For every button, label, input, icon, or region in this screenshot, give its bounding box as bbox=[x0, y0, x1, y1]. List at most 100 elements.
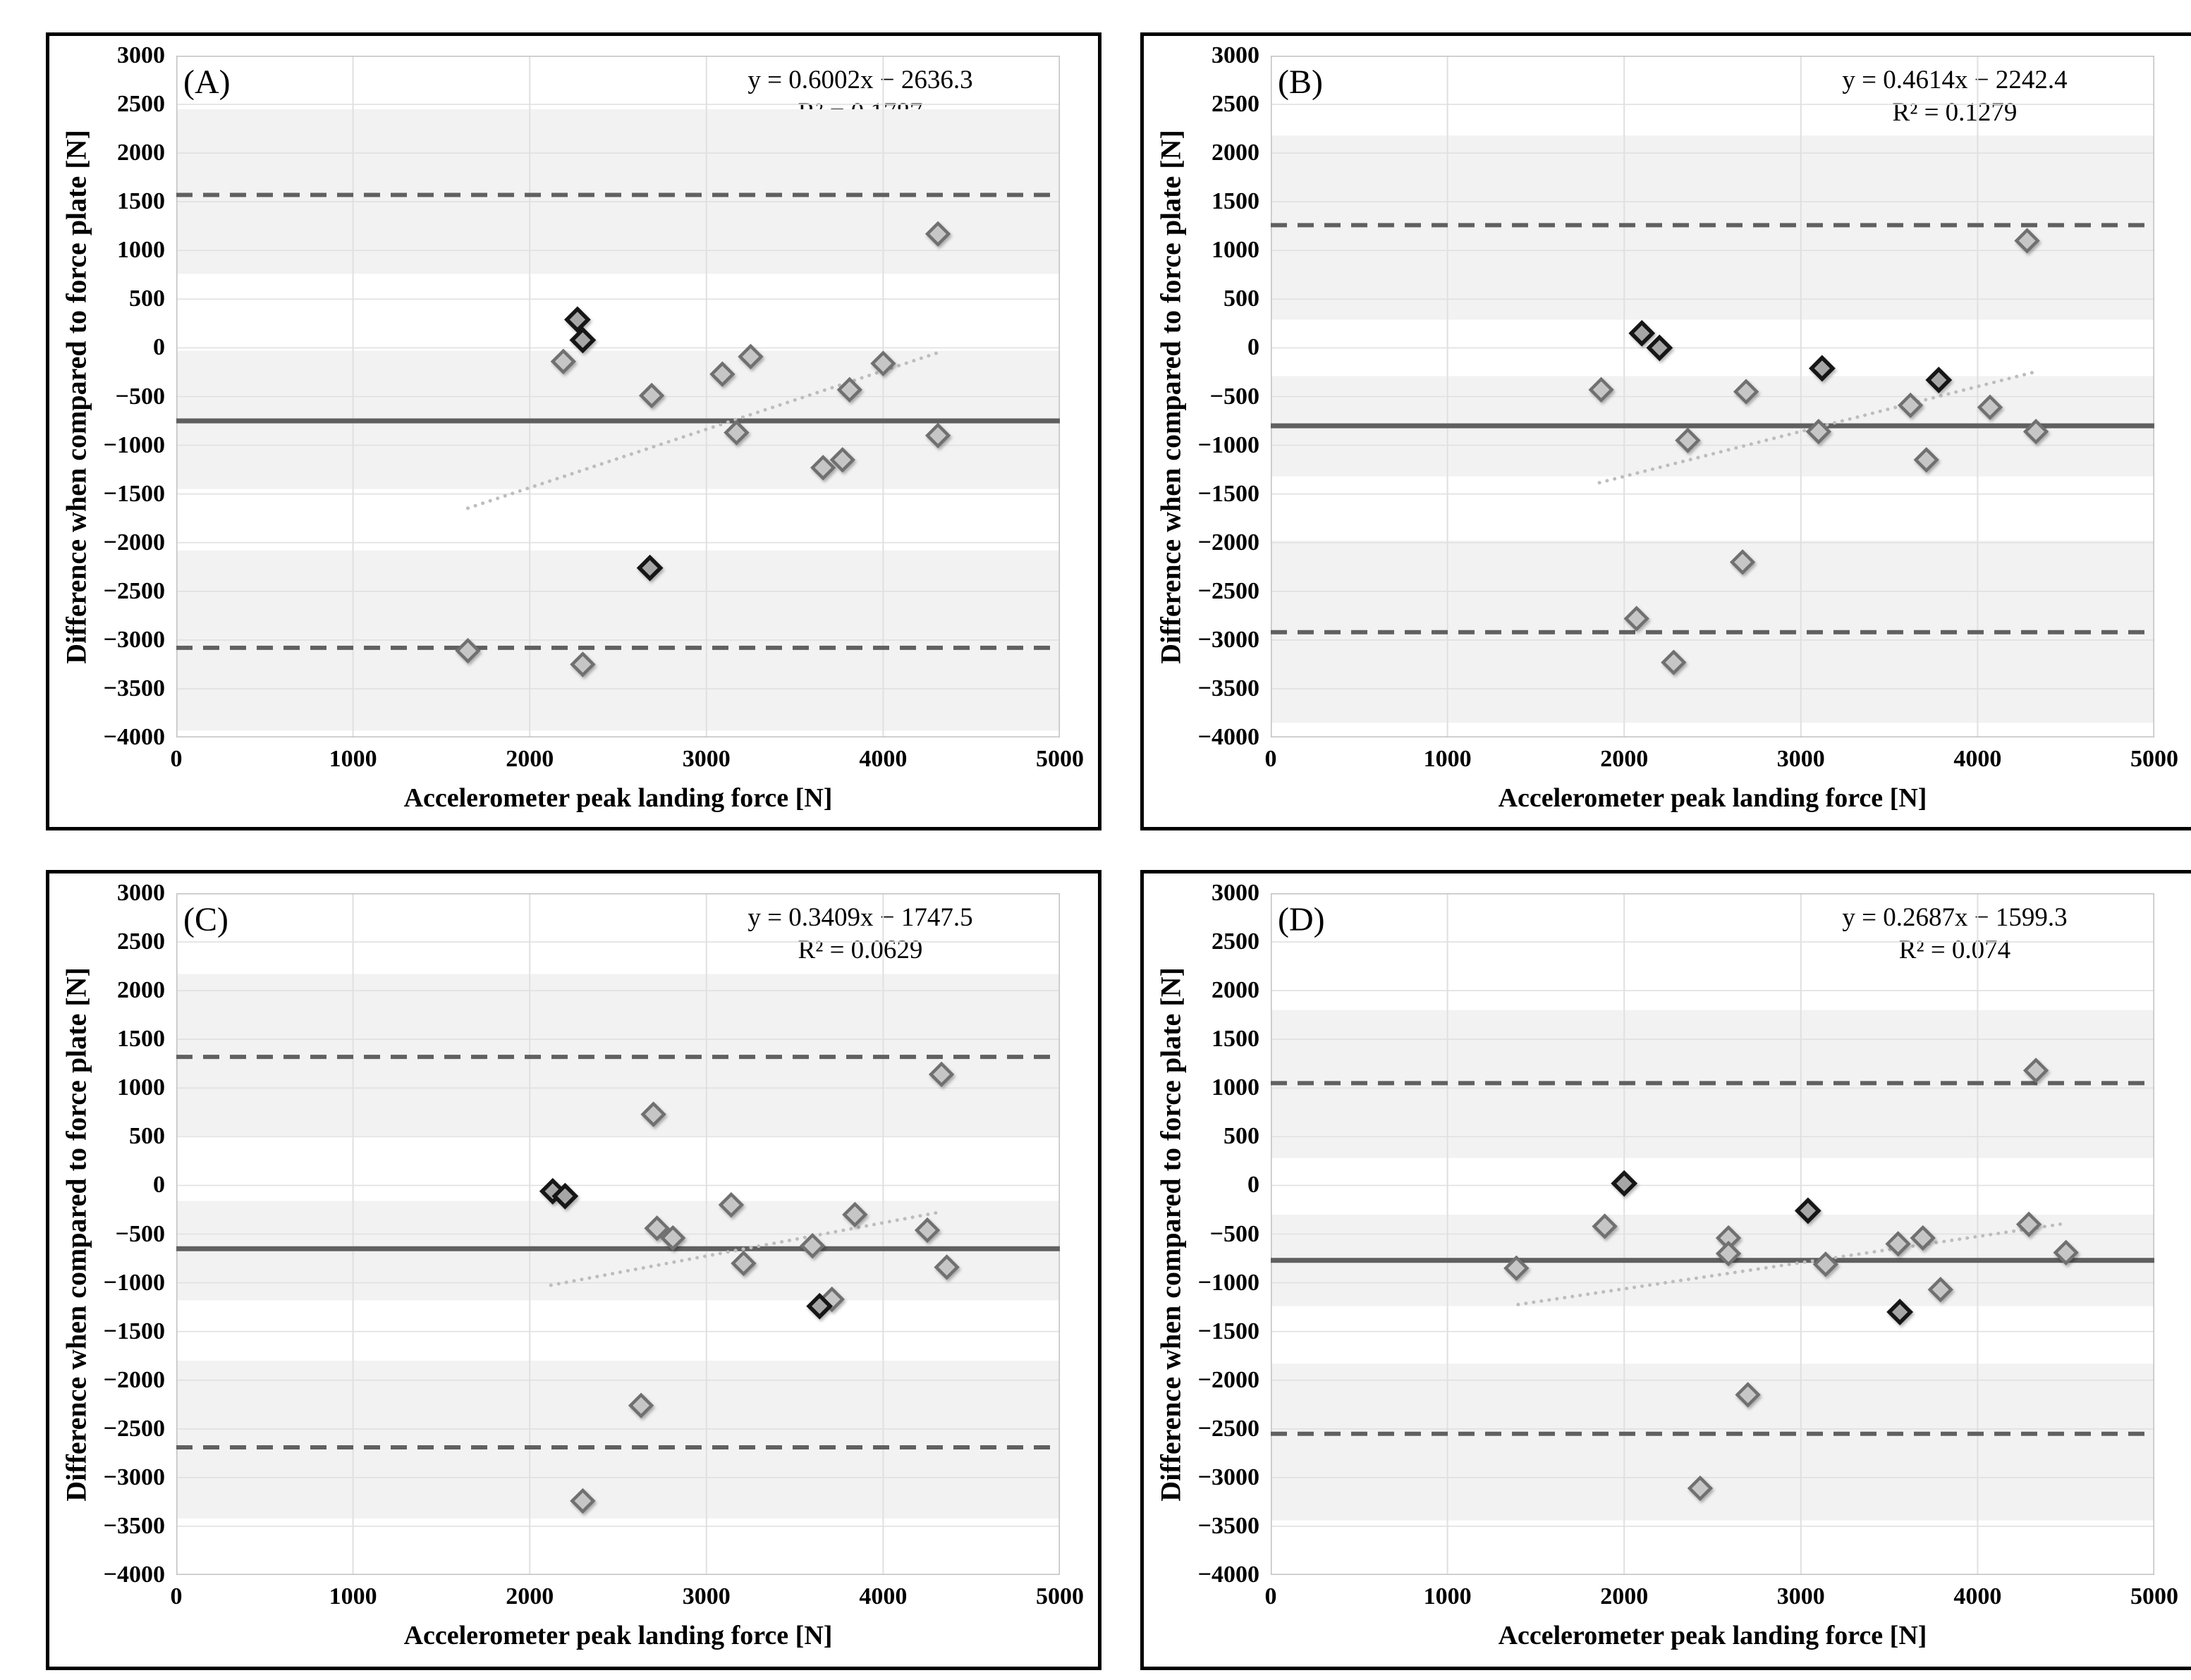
x-tick-label: 1000 bbox=[1423, 746, 1472, 772]
x-tick-label: 5000 bbox=[1036, 746, 1084, 772]
y-tick-label: 2500 bbox=[117, 91, 165, 118]
confidence-band bbox=[1271, 135, 2154, 320]
scatter-plot bbox=[1271, 56, 2154, 737]
y-tick-label: 500 bbox=[1223, 1123, 1259, 1150]
data-point-light bbox=[2022, 419, 2049, 445]
confidence-band bbox=[176, 109, 1060, 274]
x-tick-label: 4000 bbox=[859, 1583, 908, 1610]
y-tick-label: −1000 bbox=[1197, 431, 1259, 458]
y-tick-label: 2000 bbox=[117, 977, 165, 1004]
scatter-plot bbox=[176, 56, 1060, 737]
panel-D: Difference when compared to force plate … bbox=[1140, 870, 2191, 1670]
data-point-light bbox=[924, 422, 951, 448]
y-tick-label: 2000 bbox=[1212, 977, 1259, 1004]
r-squared-value: R² = 0.1279 bbox=[1892, 98, 2018, 127]
data-point-light bbox=[644, 1215, 670, 1241]
data-point-light bbox=[709, 361, 736, 387]
y-tick-label: −2000 bbox=[103, 529, 165, 556]
y-tick-label: 1000 bbox=[1212, 1074, 1259, 1101]
x-tick-label: 5000 bbox=[2130, 746, 2178, 772]
data-point-light bbox=[1687, 1475, 1714, 1502]
trend-equation: y = 0.4614x − 2242.4 bbox=[1842, 66, 2068, 94]
y-tick-label: −2500 bbox=[1197, 1415, 1259, 1442]
r-squared-value: R² = 0.074 bbox=[1898, 936, 2011, 964]
y-tick-label: 2000 bbox=[1212, 140, 1259, 166]
data-point-dark bbox=[563, 306, 591, 333]
y-tick-label: −1000 bbox=[103, 431, 165, 458]
data-point-light bbox=[819, 1286, 845, 1313]
panel-A: Difference when compared to force plate … bbox=[46, 32, 1101, 830]
data-point-dark bbox=[1794, 1197, 1821, 1225]
data-point-light bbox=[570, 651, 596, 677]
y-tick-label: 500 bbox=[129, 1123, 165, 1150]
data-point-light bbox=[810, 455, 836, 481]
x-tick-label: 1000 bbox=[329, 1583, 377, 1610]
y-tick-label: −3000 bbox=[103, 626, 165, 653]
data-points bbox=[539, 1061, 960, 1514]
x-tick-label: 0 bbox=[1264, 746, 1277, 772]
data-point-dark bbox=[1925, 367, 1953, 393]
y-tick-label: −4000 bbox=[1197, 724, 1259, 750]
x-tick-label: 2000 bbox=[506, 1583, 554, 1610]
data-point-light bbox=[1623, 606, 1649, 632]
y-tick-label: −4000 bbox=[103, 1562, 165, 1588]
data-point-light bbox=[1503, 1255, 1530, 1282]
confidence-band bbox=[176, 1361, 1060, 1519]
data-point-light bbox=[570, 1488, 596, 1514]
y-tick-label: 1500 bbox=[117, 1026, 165, 1053]
panel-label: (B) bbox=[1278, 63, 1323, 101]
x-axis-title: Accelerometer peak landing force [N] bbox=[1498, 783, 1927, 813]
y-tick-label: 2500 bbox=[1212, 928, 1259, 955]
data-point-dark bbox=[1628, 319, 1656, 347]
y-tick-label: 0 bbox=[153, 334, 165, 361]
data-point-light bbox=[1913, 447, 1939, 473]
x-tick-label: 4000 bbox=[859, 746, 908, 772]
y-tick-label: 3000 bbox=[117, 42, 165, 68]
data-point-light bbox=[550, 348, 576, 374]
trend-line bbox=[1516, 1221, 2068, 1306]
y-tick-label: −3500 bbox=[1197, 1512, 1259, 1539]
confidence-band bbox=[1271, 1363, 2154, 1521]
data-point-dark bbox=[1808, 355, 1836, 382]
data-point-light bbox=[1897, 392, 1924, 419]
y-tick-label: −1000 bbox=[1197, 1269, 1259, 1296]
x-axis-title: Accelerometer peak landing force [N] bbox=[1498, 1621, 1927, 1650]
data-point-light bbox=[1927, 1277, 1953, 1303]
data-point-light bbox=[842, 1201, 868, 1228]
y-tick-label: 2500 bbox=[1212, 91, 1259, 118]
y-tick-label: −3500 bbox=[1197, 675, 1259, 701]
y-tick-label: −2500 bbox=[103, 577, 165, 604]
x-tick-label: 3000 bbox=[1776, 746, 1825, 772]
data-point-dark bbox=[1886, 1299, 1914, 1325]
panel-label: (A) bbox=[183, 63, 231, 101]
y-tick-label: 1500 bbox=[1212, 1026, 1259, 1053]
plot-border bbox=[1271, 893, 2154, 1575]
x-tick-label: 2000 bbox=[1600, 1583, 1649, 1610]
panel-label: (D) bbox=[1278, 901, 1325, 938]
data-point-light bbox=[799, 1232, 826, 1259]
data-point-light bbox=[1675, 427, 1701, 453]
y-tick-label: −1500 bbox=[1197, 480, 1259, 507]
trend-equation: y = 0.2687x − 1599.3 bbox=[1842, 903, 2068, 932]
x-axis-title: Accelerometer peak landing force [N] bbox=[403, 783, 833, 813]
plot-border bbox=[176, 56, 1060, 737]
x-tick-label: 0 bbox=[170, 746, 183, 772]
y-tick-label: 1500 bbox=[117, 188, 165, 215]
x-axis-title: Accelerometer peak landing force [N] bbox=[403, 1621, 833, 1650]
y-tick-label: −4000 bbox=[1197, 1562, 1259, 1588]
y-tick-label: −3500 bbox=[103, 1512, 165, 1539]
y-tick-label: 0 bbox=[1247, 1172, 1259, 1198]
x-tick-label: 0 bbox=[1264, 1583, 1277, 1610]
y-tick-label: −2500 bbox=[1197, 577, 1259, 604]
data-point-dark bbox=[806, 1292, 834, 1320]
panel-C: Difference when compared to force plate … bbox=[46, 870, 1101, 1670]
scatter-plot bbox=[1271, 893, 2154, 1575]
data-point-light bbox=[2014, 228, 2040, 254]
y-tick-label: 1000 bbox=[1212, 237, 1259, 264]
data-point-light bbox=[924, 221, 951, 247]
panel-label: (C) bbox=[183, 901, 228, 938]
x-tick-label: 3000 bbox=[682, 746, 731, 772]
data-point-light bbox=[1592, 1213, 1618, 1239]
y-tick-label: −500 bbox=[1209, 1220, 1259, 1247]
y-tick-label: 1500 bbox=[1212, 188, 1259, 215]
